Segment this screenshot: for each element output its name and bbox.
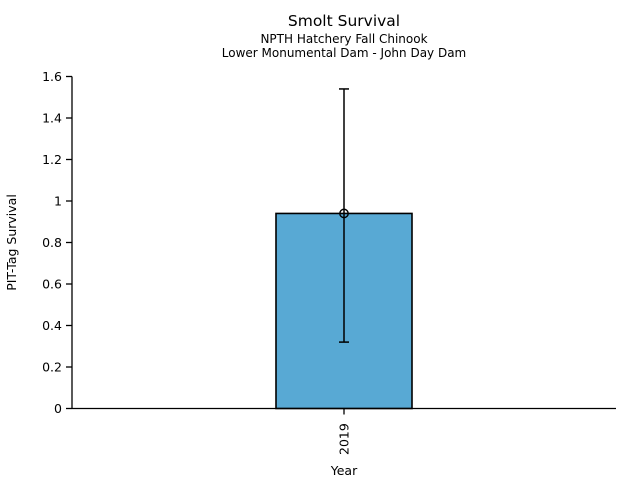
markers [339, 208, 349, 219]
y-tick-label: 0.6 [42, 276, 62, 291]
y-tick-label: 1.2 [42, 152, 62, 167]
y-axis: 0 0.2 0.4 0.6 0.8 1 1.2 1.4 1.6 [42, 69, 73, 416]
plot-area [275, 88, 413, 410]
x-axis-label: Year [330, 463, 358, 478]
y-axis-label: PIT-Tag Survival [4, 194, 19, 291]
error-bars [339, 88, 349, 343]
y-tick-label: 1.4 [42, 110, 62, 125]
x-ticks: 2019 [337, 408, 352, 455]
y-tick-label: 1.6 [42, 69, 62, 84]
chart-subtitle-2: Lower Monumental Dam - John Day Dam [222, 46, 467, 60]
y-tick-label: 0 [54, 401, 62, 416]
chart-title: Smolt Survival [288, 12, 400, 30]
y-ticks: 0 0.2 0.4 0.6 0.8 1 1.2 1.4 1.6 [42, 69, 72, 416]
x-axis: 2019 [72, 407, 616, 455]
x-tick-label: 2019 [337, 423, 352, 455]
y-tick-label: 0.2 [42, 359, 62, 374]
chart-subtitle-1: NPTH Hatchery Fall Chinook [260, 32, 427, 46]
y-tick-label: 1 [54, 193, 62, 208]
y-tick-label: 0.8 [42, 235, 62, 250]
point-marker [339, 208, 349, 219]
y-tick-label: 0.4 [42, 318, 62, 333]
